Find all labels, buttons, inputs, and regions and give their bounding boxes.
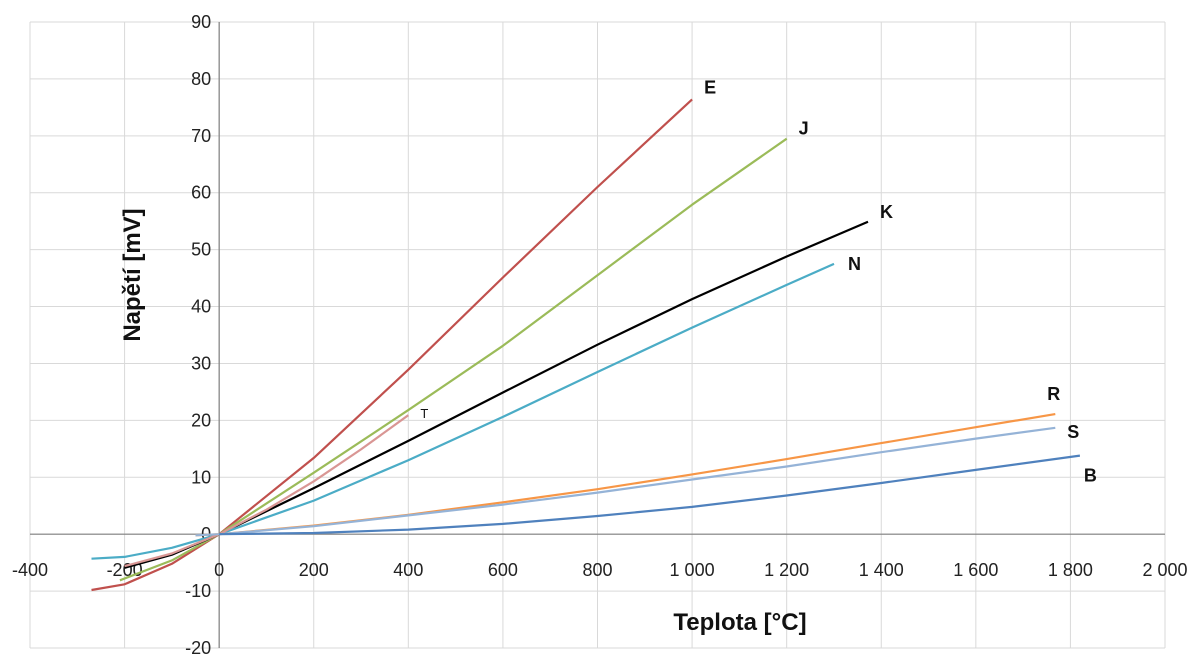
y-tick-label: 50 <box>191 240 211 260</box>
y-tick-label: 80 <box>191 69 211 89</box>
x-tick-label: 2 000 <box>1142 560 1187 580</box>
x-tick-label: 200 <box>299 560 329 580</box>
series-label-n: N <box>848 254 861 274</box>
x-tick-labels: -400 -200 0 200 400 600 800 1 000 1 200 1 400 1 60… <box>12 560 1188 580</box>
series-label-r: R <box>1047 384 1060 404</box>
y-tick-label: 10 <box>191 467 211 487</box>
y-tick-label: 90 <box>191 12 211 32</box>
x-tick-label: 800 <box>582 560 612 580</box>
series-label-k: K <box>880 202 893 222</box>
series-label-b: B <box>1084 466 1097 486</box>
series-label-j: J <box>799 119 809 139</box>
series-label-e: E <box>704 77 716 97</box>
series-labels: E J K N T RS B <box>420 77 1097 485</box>
series-line-j <box>119 137 788 582</box>
series-line-n <box>91 262 835 560</box>
x-tick-label: 600 <box>488 560 518 580</box>
series-line-s <box>195 426 1056 537</box>
series-label-t: T <box>420 406 428 421</box>
x-tick-label: 0 <box>214 560 224 580</box>
series-line-e <box>91 98 693 592</box>
series-label-s: S <box>1067 422 1079 442</box>
x-tick-label: 1 200 <box>764 560 809 580</box>
y-tick-label: 70 <box>191 126 211 146</box>
series-lines <box>91 98 1081 592</box>
x-tick-label: 400 <box>393 560 423 580</box>
series-line-b <box>219 454 1081 536</box>
series-line-t <box>124 414 409 568</box>
x-tick-label: -400 <box>12 560 48 580</box>
x-tick-label: 1 000 <box>670 560 715 580</box>
y-tick-label: 30 <box>191 353 211 373</box>
y-axis-title: Napětí [mV] <box>119 208 146 341</box>
x-axis-title: Teplota [°C] <box>673 609 806 636</box>
x-tick-label: 1 600 <box>953 560 998 580</box>
y-tick-label: 20 <box>191 410 211 430</box>
x-tick-label: 1 800 <box>1048 560 1093 580</box>
x-tick-label: 1 400 <box>859 560 904 580</box>
series-line-k <box>124 220 869 569</box>
y-tick-label: 60 <box>191 183 211 203</box>
y-tick-label: -10 <box>185 581 211 601</box>
y-tick-label: 40 <box>191 297 211 317</box>
grid <box>29 21 1166 649</box>
y-tick-label: -20 <box>185 638 211 657</box>
